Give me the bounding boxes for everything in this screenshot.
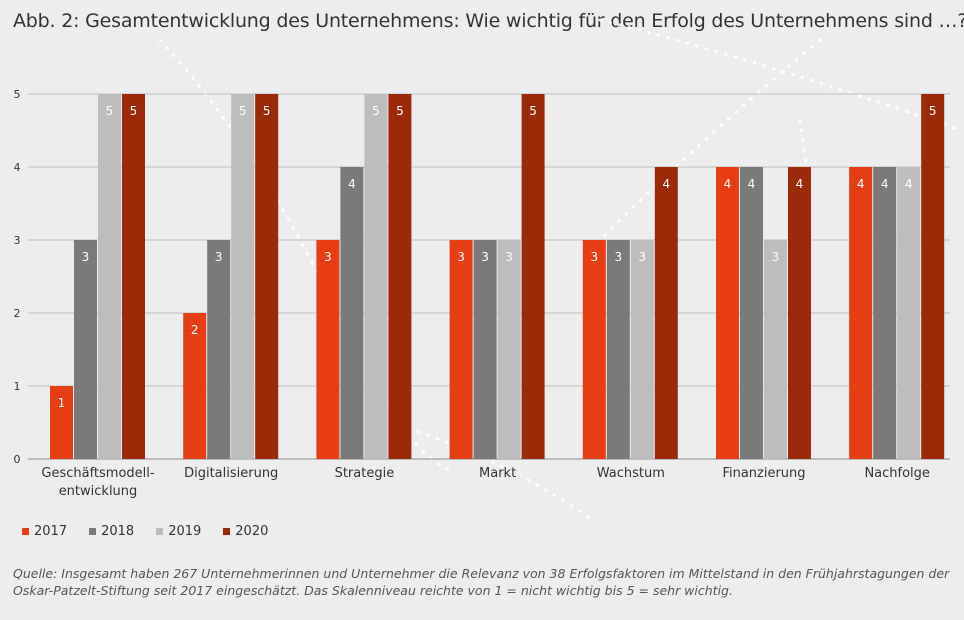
data-label: 4 bbox=[905, 177, 913, 191]
bar bbox=[50, 386, 73, 459]
data-label: 4 bbox=[857, 177, 865, 191]
data-label: 4 bbox=[881, 177, 889, 191]
bar bbox=[582, 240, 606, 459]
bar bbox=[897, 167, 921, 459]
data-label: 4 bbox=[348, 177, 356, 191]
data-label: 4 bbox=[748, 177, 756, 191]
data-label: 4 bbox=[796, 177, 804, 191]
legend-label: 2017 bbox=[34, 524, 68, 539]
x-tick-label: Digitalisierung bbox=[184, 466, 278, 481]
bar bbox=[364, 94, 388, 459]
bar bbox=[873, 167, 897, 459]
legend-swatch bbox=[156, 528, 164, 535]
bar bbox=[788, 167, 811, 459]
x-tick-label: Markt bbox=[479, 466, 516, 481]
data-label: 2 bbox=[191, 323, 199, 337]
bar bbox=[764, 240, 787, 459]
data-label: 3 bbox=[590, 250, 598, 264]
bar bbox=[630, 240, 654, 459]
bar bbox=[921, 94, 945, 459]
y-tick-label: 1 bbox=[14, 380, 21, 393]
bar bbox=[606, 240, 630, 459]
bar bbox=[122, 94, 145, 459]
x-tick-label: Strategie bbox=[335, 466, 395, 481]
y-tick-label: 3 bbox=[14, 234, 21, 247]
bar bbox=[654, 167, 678, 459]
legend-item: 2019 bbox=[156, 524, 201, 539]
source-note: Quelle: Insgesamt haben 267 Unternehmeri… bbox=[13, 566, 950, 598]
data-label: 3 bbox=[215, 250, 223, 264]
bar bbox=[388, 94, 412, 459]
bar bbox=[255, 94, 279, 459]
x-tick-label: Geschäftsmodell- bbox=[41, 466, 155, 481]
data-label: 5 bbox=[529, 104, 537, 118]
data-label: 5 bbox=[396, 104, 404, 118]
bar bbox=[849, 167, 873, 459]
legend-label: 2018 bbox=[101, 524, 135, 539]
bar bbox=[497, 240, 521, 459]
background-dotted-arc bbox=[378, 418, 596, 520]
legend-item: 2017 bbox=[22, 524, 67, 539]
legend-label: 2020 bbox=[235, 524, 269, 539]
legend-item: 2020 bbox=[223, 524, 268, 539]
bar bbox=[231, 94, 255, 459]
data-label: 3 bbox=[638, 250, 646, 264]
data-label: 3 bbox=[481, 250, 489, 264]
legend-swatch bbox=[223, 528, 231, 535]
legend-swatch bbox=[22, 528, 29, 535]
data-label: 5 bbox=[929, 104, 937, 118]
background-dotted-arc bbox=[598, 38, 822, 242]
legend: 2017 2018 2019 2020 bbox=[22, 524, 268, 539]
x-tick-label: Finanzierung bbox=[722, 466, 805, 481]
y-tick-label: 0 bbox=[14, 453, 21, 466]
bar bbox=[98, 94, 121, 459]
data-label: 5 bbox=[263, 104, 271, 118]
data-label: 3 bbox=[324, 250, 332, 264]
x-tick-label: entwicklung bbox=[59, 484, 138, 499]
x-tick-label: Wachstum bbox=[597, 466, 665, 481]
background-dotted-arc bbox=[598, 18, 962, 132]
legend-label: 2019 bbox=[168, 524, 202, 539]
data-label: 5 bbox=[106, 104, 114, 118]
bar bbox=[716, 167, 739, 459]
bar bbox=[74, 240, 97, 459]
data-label: 3 bbox=[772, 250, 780, 264]
y-tick-label: 2 bbox=[14, 307, 21, 320]
y-tick-label: 4 bbox=[14, 161, 21, 174]
bar bbox=[449, 240, 473, 459]
chart-title: Abb. 2: Gesamtentwicklung des Unternehme… bbox=[13, 10, 964, 32]
x-tick-label: Nachfolge bbox=[864, 466, 929, 481]
data-label: 4 bbox=[724, 177, 732, 191]
legend-swatch bbox=[89, 528, 97, 535]
data-label: 3 bbox=[457, 250, 465, 264]
y-tick-label: 5 bbox=[14, 88, 21, 101]
data-label: 5 bbox=[130, 104, 138, 118]
bar bbox=[207, 240, 231, 459]
data-label: 5 bbox=[239, 104, 247, 118]
bar bbox=[340, 167, 364, 459]
bar-chart: 0 1 2 3 4 5 1 3 5 5 Geschäftsmodell-entwicklung 2 3 5… bbox=[14, 18, 962, 520]
bar bbox=[740, 167, 763, 459]
data-label: 5 bbox=[372, 104, 380, 118]
data-label: 3 bbox=[614, 250, 622, 264]
bar bbox=[521, 94, 545, 459]
data-label: 4 bbox=[662, 177, 670, 191]
bar bbox=[316, 240, 340, 459]
bar bbox=[183, 313, 207, 459]
data-label: 3 bbox=[82, 250, 90, 264]
data-label: 1 bbox=[58, 396, 66, 410]
legend-item: 2018 bbox=[89, 524, 134, 539]
bar bbox=[473, 240, 497, 459]
data-label: 3 bbox=[505, 250, 513, 264]
